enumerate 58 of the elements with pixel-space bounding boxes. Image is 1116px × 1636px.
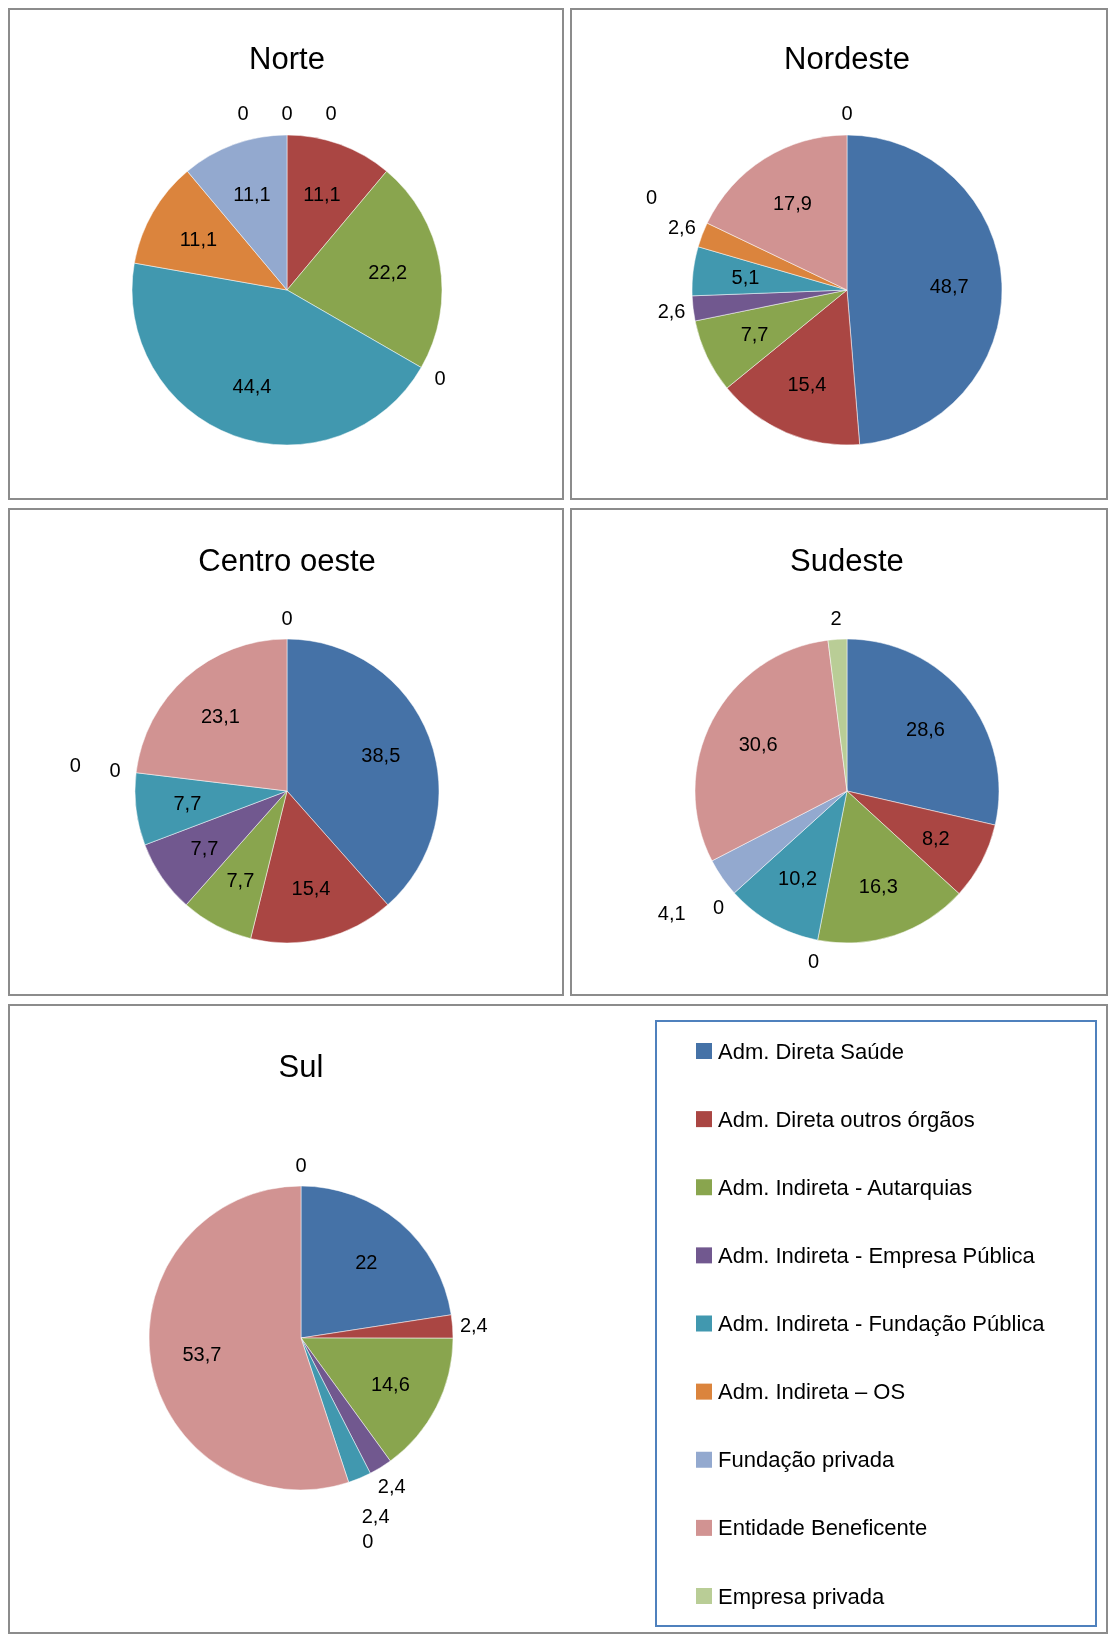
data-label: 2 [830, 607, 842, 630]
data-label: 10,2 [778, 867, 818, 890]
data-label: 16,3 [858, 875, 898, 898]
data-label: 7,7 [173, 792, 202, 815]
data-label: 8,2 [921, 826, 950, 849]
data-label: 7,7 [740, 322, 769, 345]
text: 0 [325, 102, 337, 125]
data-label: 44,4 [232, 375, 272, 398]
data-label: 5,1 [731, 266, 760, 289]
data-label: 38,5 [361, 744, 401, 767]
data-label: 2,4 [361, 1505, 390, 1528]
text: 0 [109, 759, 121, 782]
data-label: 4,1 [657, 901, 686, 924]
data-label: 23,1 [201, 704, 240, 727]
text: 0 [807, 950, 820, 972]
data-label: 7,7 [226, 868, 255, 891]
data-label: 11,1 [303, 182, 341, 205]
text: 0 [841, 102, 853, 125]
legend-label: Adm. Indireta – OS [718, 1379, 906, 1405]
legend-label: Adm. Indireta - Empresa Pública [718, 1242, 1036, 1268]
data-label: 11,1 [233, 182, 271, 205]
chart-title: Sudeste [790, 542, 904, 578]
data-label: 48,7 [929, 274, 969, 297]
legend-label: Adm. Direta outros órgãos [718, 1106, 975, 1132]
data-label: 28,6 [906, 717, 945, 740]
text: 0 [237, 102, 249, 125]
text: 0 [434, 367, 446, 390]
text: 0 [712, 896, 725, 919]
data-label: 14,6 [370, 1372, 410, 1395]
chart-title: Nordeste [784, 40, 910, 76]
data-label: 30,6 [738, 733, 778, 756]
data-label: 11,1 [179, 227, 218, 250]
text: 0 [281, 606, 293, 629]
text: 0 [281, 102, 293, 125]
legend-label: Adm. Indireta - Fundação Pública [718, 1311, 1046, 1336]
data-label: 2,4 [459, 1313, 488, 1336]
text: 0 [645, 185, 658, 208]
chart-title: Centro oeste [198, 542, 376, 578]
data-label: 22,2 [368, 261, 408, 284]
data-label: 15,4 [787, 373, 827, 396]
legend-label: Adm. Indireta - Autarquias [718, 1174, 973, 1200]
data-label: 2,6 [668, 216, 696, 239]
data-label: 7,7 [190, 836, 219, 859]
text: Sul [278, 1048, 324, 1084]
legend-label: Adm. Direta Saúde [718, 1038, 904, 1064]
data-label: 2,4 [377, 1474, 406, 1497]
text: 0 [295, 1153, 307, 1176]
legend-label: Empresa privada [718, 1583, 886, 1609]
data-label: 22 [355, 1250, 378, 1273]
legend-label: Fundação privada [718, 1447, 895, 1473]
text: 0 [362, 1529, 374, 1552]
data-label: 2,6 [657, 300, 686, 323]
text: 0 [69, 754, 81, 777]
data-label: 15,4 [291, 877, 331, 900]
chart-title: Norte [249, 40, 325, 76]
legend-label: Entidade Beneficente [718, 1515, 928, 1541]
data-label: 53,7 [182, 1342, 222, 1365]
data-label: 17,9 [772, 192, 812, 215]
